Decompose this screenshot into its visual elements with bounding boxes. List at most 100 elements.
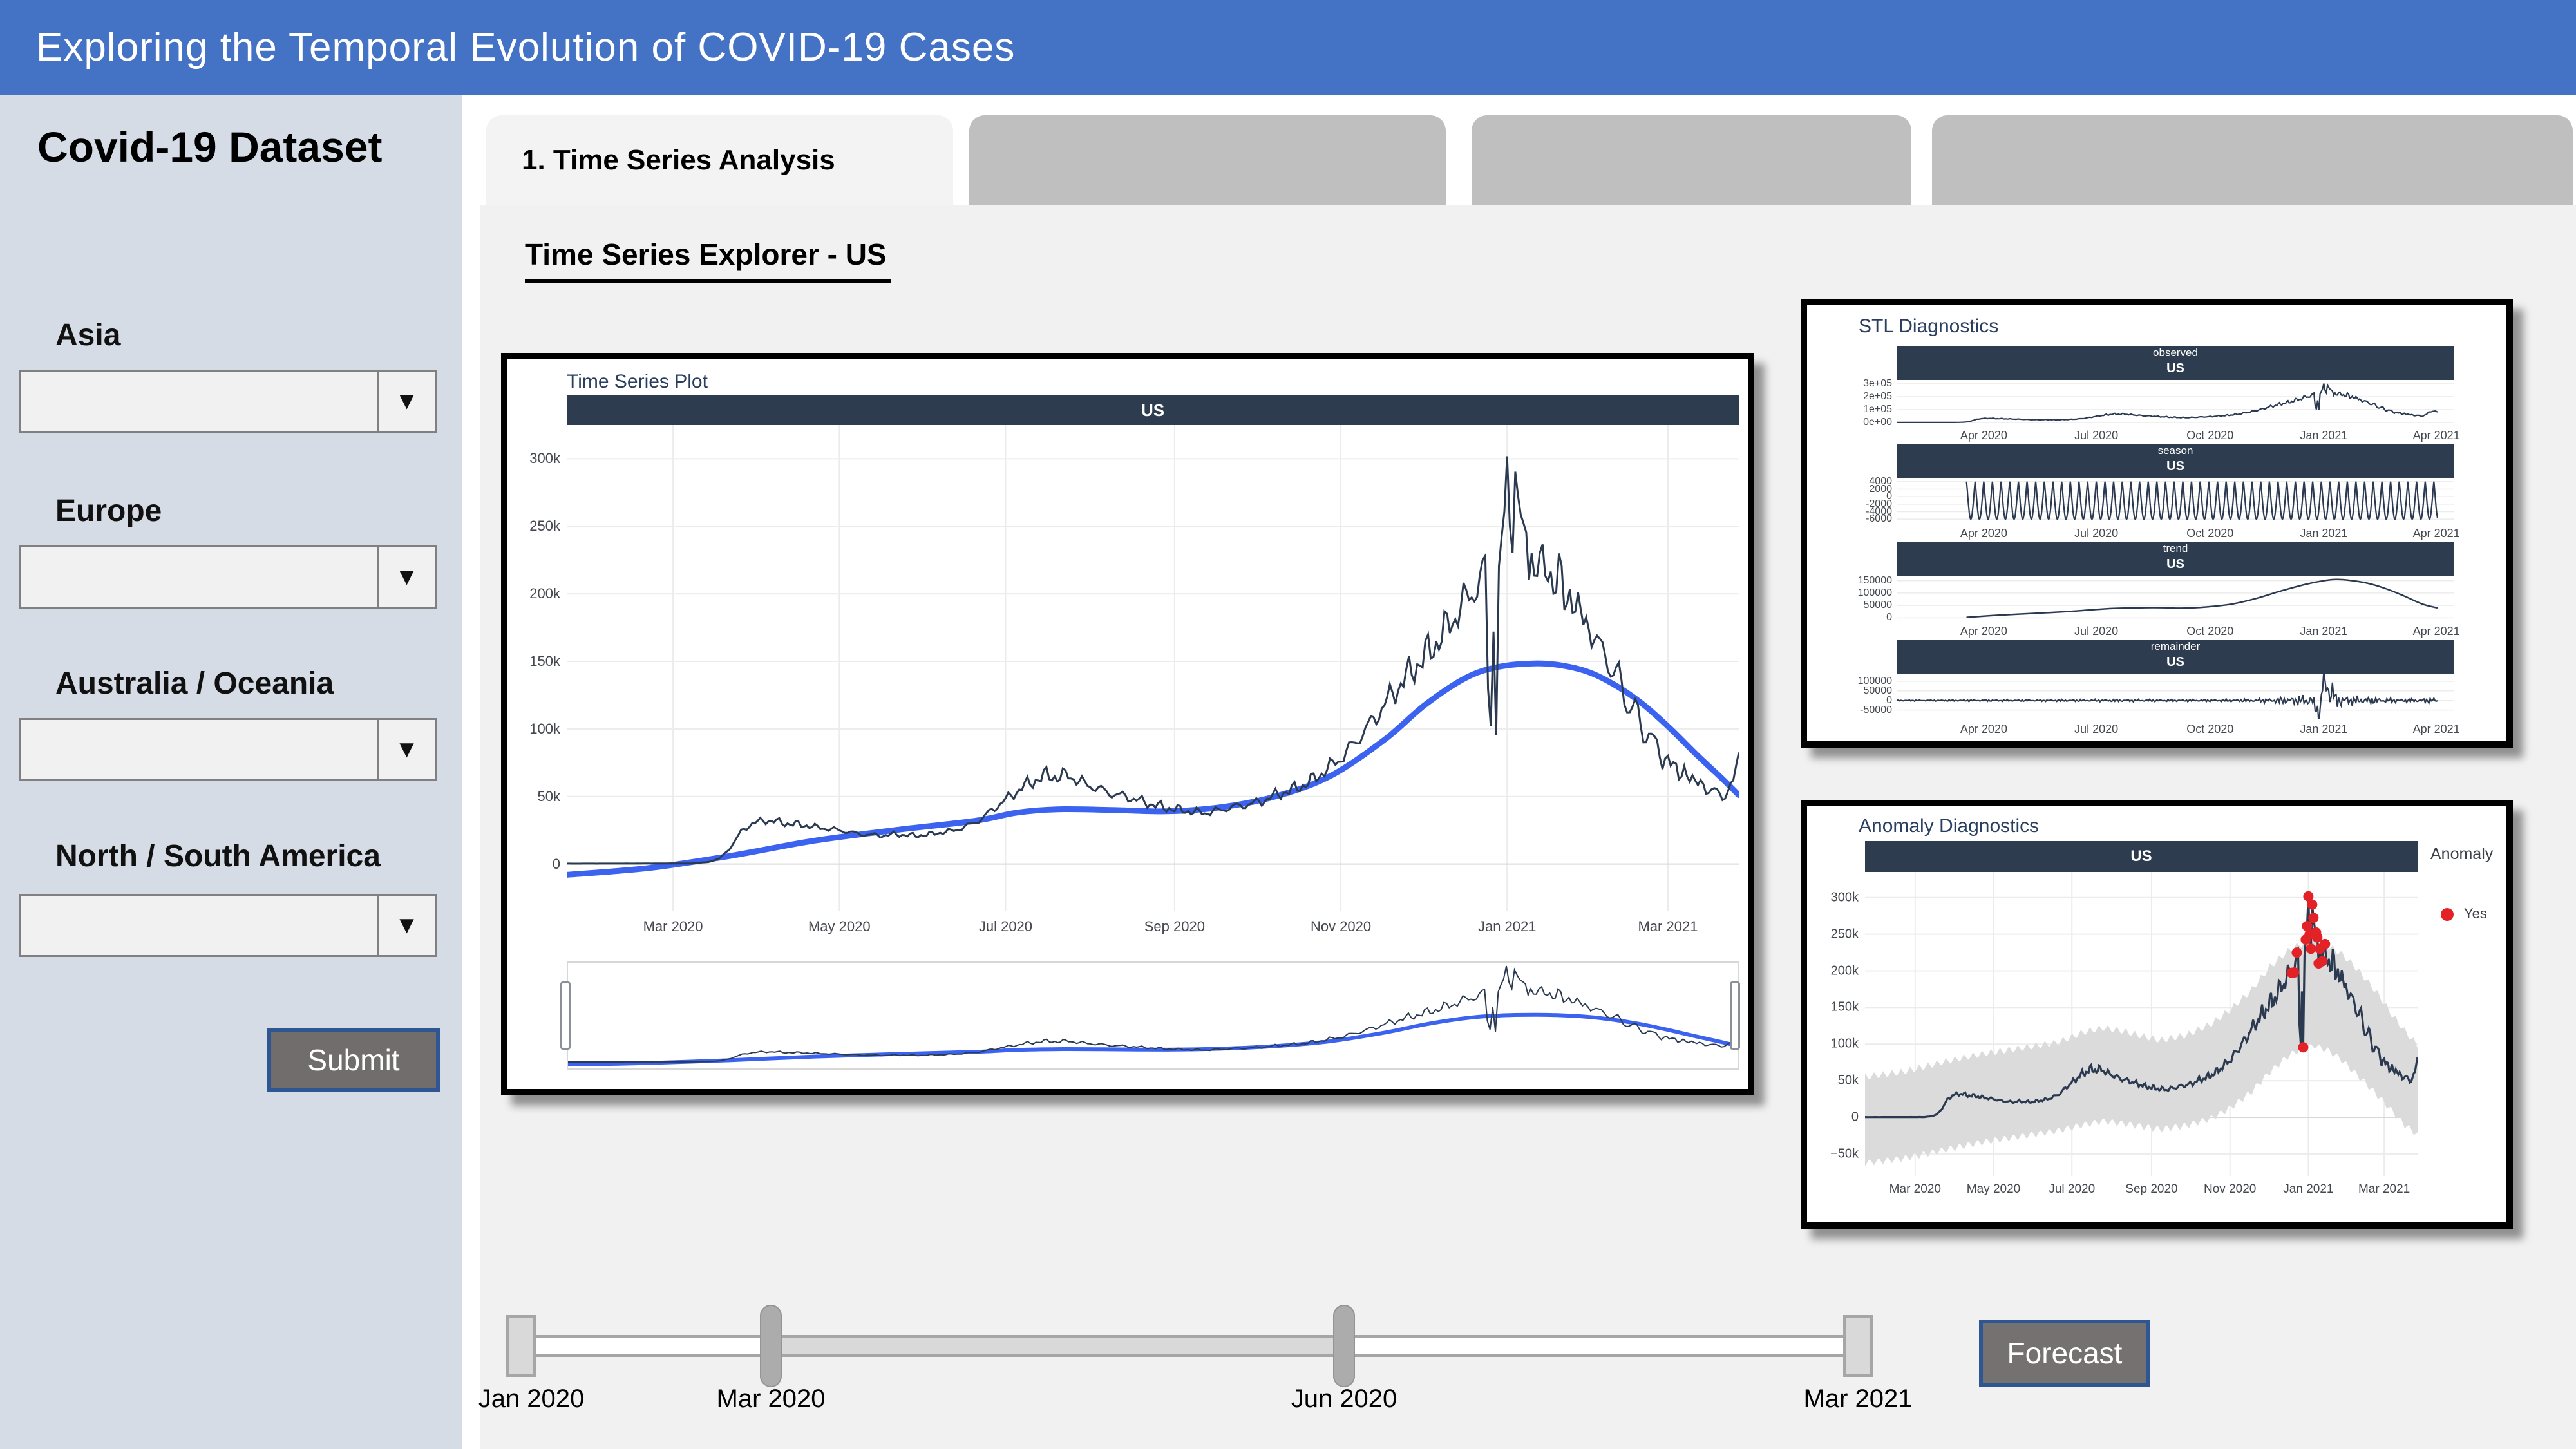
cases-line: [567, 456, 1740, 865]
tab-3[interactable]: [1472, 115, 1911, 205]
date-slider-min-cap[interactable]: [506, 1315, 536, 1377]
anomaly-point: [2312, 932, 2323, 943]
tick-label: −50k: [1830, 1146, 1859, 1161]
tick-label: 1e+05: [1863, 404, 1892, 415]
asia-dropdown-button[interactable]: ▼: [377, 372, 435, 431]
tick-label: 3e+05: [1863, 378, 1892, 389]
chevron-down-icon: ▼: [394, 563, 419, 591]
stl-subplot-observed: [1897, 380, 2454, 425]
rangeslider-mini-plot[interactable]: [567, 961, 1739, 1070]
chart-title: Time Series Plot: [567, 371, 708, 392]
tick-label: -50000: [1860, 704, 1892, 715]
tick-label: Jan 2021: [1477, 918, 1537, 934]
stl-diagnostics-panel: STL Diagnostics observed US 3e+05 2e+05 1e+…: [1801, 299, 2513, 748]
slider-label-mar-2021: Mar 2021: [1803, 1385, 1913, 1413]
anomaly-plot-area: [1864, 872, 2419, 1176]
tick-label: 250k: [529, 518, 560, 535]
tab-label: 1. Time Series Analysis: [522, 144, 835, 176]
tick-label: Jul 2020: [2074, 625, 2119, 638]
anomaly-cases-line: [1864, 896, 2419, 1119]
page-title: Time Series Explorer - US: [525, 237, 891, 283]
tick-label: Mar 2020: [1889, 1182, 1941, 1196]
tick-label: 0e+00: [1863, 417, 1892, 428]
australia-oceania-dropdown-value[interactable]: [21, 720, 377, 779]
asia-dropdown-value[interactable]: [21, 372, 377, 431]
tick-label: -6000: [1866, 513, 1892, 525]
tick-label: 100k: [1830, 1036, 1859, 1051]
date-slider-max-cap[interactable]: [1843, 1315, 1873, 1377]
tick-label: -2000: [1866, 498, 1892, 509]
anomaly-title: Anomaly Diagnostics: [1859, 815, 2040, 837]
stl-subplot-trend: [1897, 576, 2454, 621]
stl-observed-svg: [1897, 380, 2454, 425]
sidebar: Covid-19 Dataset Asia ▼ Europe ▼ Austral…: [0, 95, 462, 1449]
forecast-button[interactable]: Forecast: [1979, 1320, 2150, 1387]
tick-label: Jan 2021: [2300, 527, 2348, 540]
tick-label: Nov 2020: [2204, 1182, 2257, 1196]
date-slider-handle-start[interactable]: [760, 1305, 782, 1387]
tick-label: 0: [1886, 694, 1892, 706]
tick-label: 2e+05: [1863, 391, 1892, 402]
europe-dropdown[interactable]: ▼: [19, 545, 437, 609]
subplot-name: observed: [2153, 346, 2198, 359]
north-south-america-dropdown[interactable]: ▼: [19, 894, 437, 957]
app-banner: Exploring the Temporal Evolution of COVI…: [0, 0, 2576, 95]
anomaly-point: [2308, 913, 2319, 923]
tick-label: Apr 2021: [2412, 625, 2460, 638]
facet-header: US: [1865, 841, 2418, 872]
stl-remainder-svg: [1897, 670, 2454, 725]
tab-4[interactable]: [1932, 115, 2573, 205]
tick-label: Apr 2020: [1960, 625, 2007, 638]
tick-label: Nov 2020: [1310, 918, 1372, 934]
tab-2[interactable]: [969, 115, 1446, 205]
chevron-down-icon: ▼: [394, 735, 419, 763]
tick-label: 0: [1886, 491, 1892, 502]
mini-cases-line: [568, 965, 1738, 1063]
tick-label: Apr 2020: [1960, 527, 2007, 540]
tick-label: Jul 2020: [2074, 723, 2119, 735]
tick-label: Jan 2021: [2300, 723, 2348, 735]
tick-label: Apr 2021: [2412, 527, 2460, 540]
tick-label: 50000: [1863, 685, 1893, 696]
subplot-facet: US: [2166, 655, 2184, 669]
sidebar-title: Covid-19 Dataset: [37, 123, 383, 171]
tick-label: Oct 2020: [2186, 625, 2234, 638]
tick-label: 50k: [1837, 1073, 1859, 1088]
date-slider-handle-end[interactable]: [1333, 1305, 1355, 1387]
rangeslider-svg: [567, 963, 1738, 1068]
stl-season-svg: [1897, 478, 2454, 523]
subplot-facet: US: [2166, 557, 2184, 571]
subplot-name: trend: [2163, 542, 2188, 554]
tick-label: Mar 2020: [643, 918, 703, 934]
stl-subplot-header-remainder: remainder US: [1897, 640, 2454, 674]
north-south-america-dropdown-button[interactable]: ▼: [377, 896, 435, 955]
asia-dropdown[interactable]: ▼: [19, 370, 437, 433]
app-title: Exploring the Temporal Evolution of COVI…: [36, 25, 1016, 70]
north-south-america-dropdown-value[interactable]: [21, 896, 377, 955]
facet-header: US: [567, 395, 1739, 425]
tick-label: -4000: [1866, 506, 1892, 517]
submit-button[interactable]: Submit: [267, 1028, 440, 1092]
europe-dropdown-button[interactable]: ▼: [377, 547, 435, 607]
australia-oceania-dropdown[interactable]: ▼: [19, 718, 437, 781]
rangeslider-right-grabber[interactable]: [1730, 981, 1740, 1050]
rangeslider-left-grabber[interactable]: [560, 981, 571, 1050]
stl-subplot-header-season: season US: [1897, 444, 2454, 478]
stl-trend-svg: [1897, 576, 2454, 621]
stl-season-line: [1965, 481, 2439, 520]
tick-label: 150k: [1830, 999, 1859, 1014]
time-series-panel: Time Series Plot US 300k 250k 200k 150k 100k…: [501, 353, 1754, 1095]
date-slider-selected-range[interactable]: [771, 1338, 1344, 1354]
tick-label: 2000: [1869, 483, 1892, 495]
tab-time-series-analysis[interactable]: 1. Time Series Analysis: [486, 115, 953, 205]
anomaly-point: [2289, 967, 2300, 978]
anomaly-svg: [1864, 872, 2419, 1176]
tick-label: Mar 2021: [2358, 1182, 2410, 1196]
mini-trend-line: [567, 1012, 1738, 1067]
anomaly-diagnostics-panel: Anomaly Diagnostics US Anomaly Yes 300k 2…: [1801, 800, 2513, 1229]
chevron-down-icon: ▼: [394, 387, 419, 415]
australia-oceania-dropdown-button[interactable]: ▼: [377, 720, 435, 779]
anomaly-legend-dot-icon: [2441, 908, 2454, 921]
europe-dropdown-value[interactable]: [21, 547, 377, 607]
slider-label-jun-2020: Jun 2020: [1291, 1385, 1397, 1413]
